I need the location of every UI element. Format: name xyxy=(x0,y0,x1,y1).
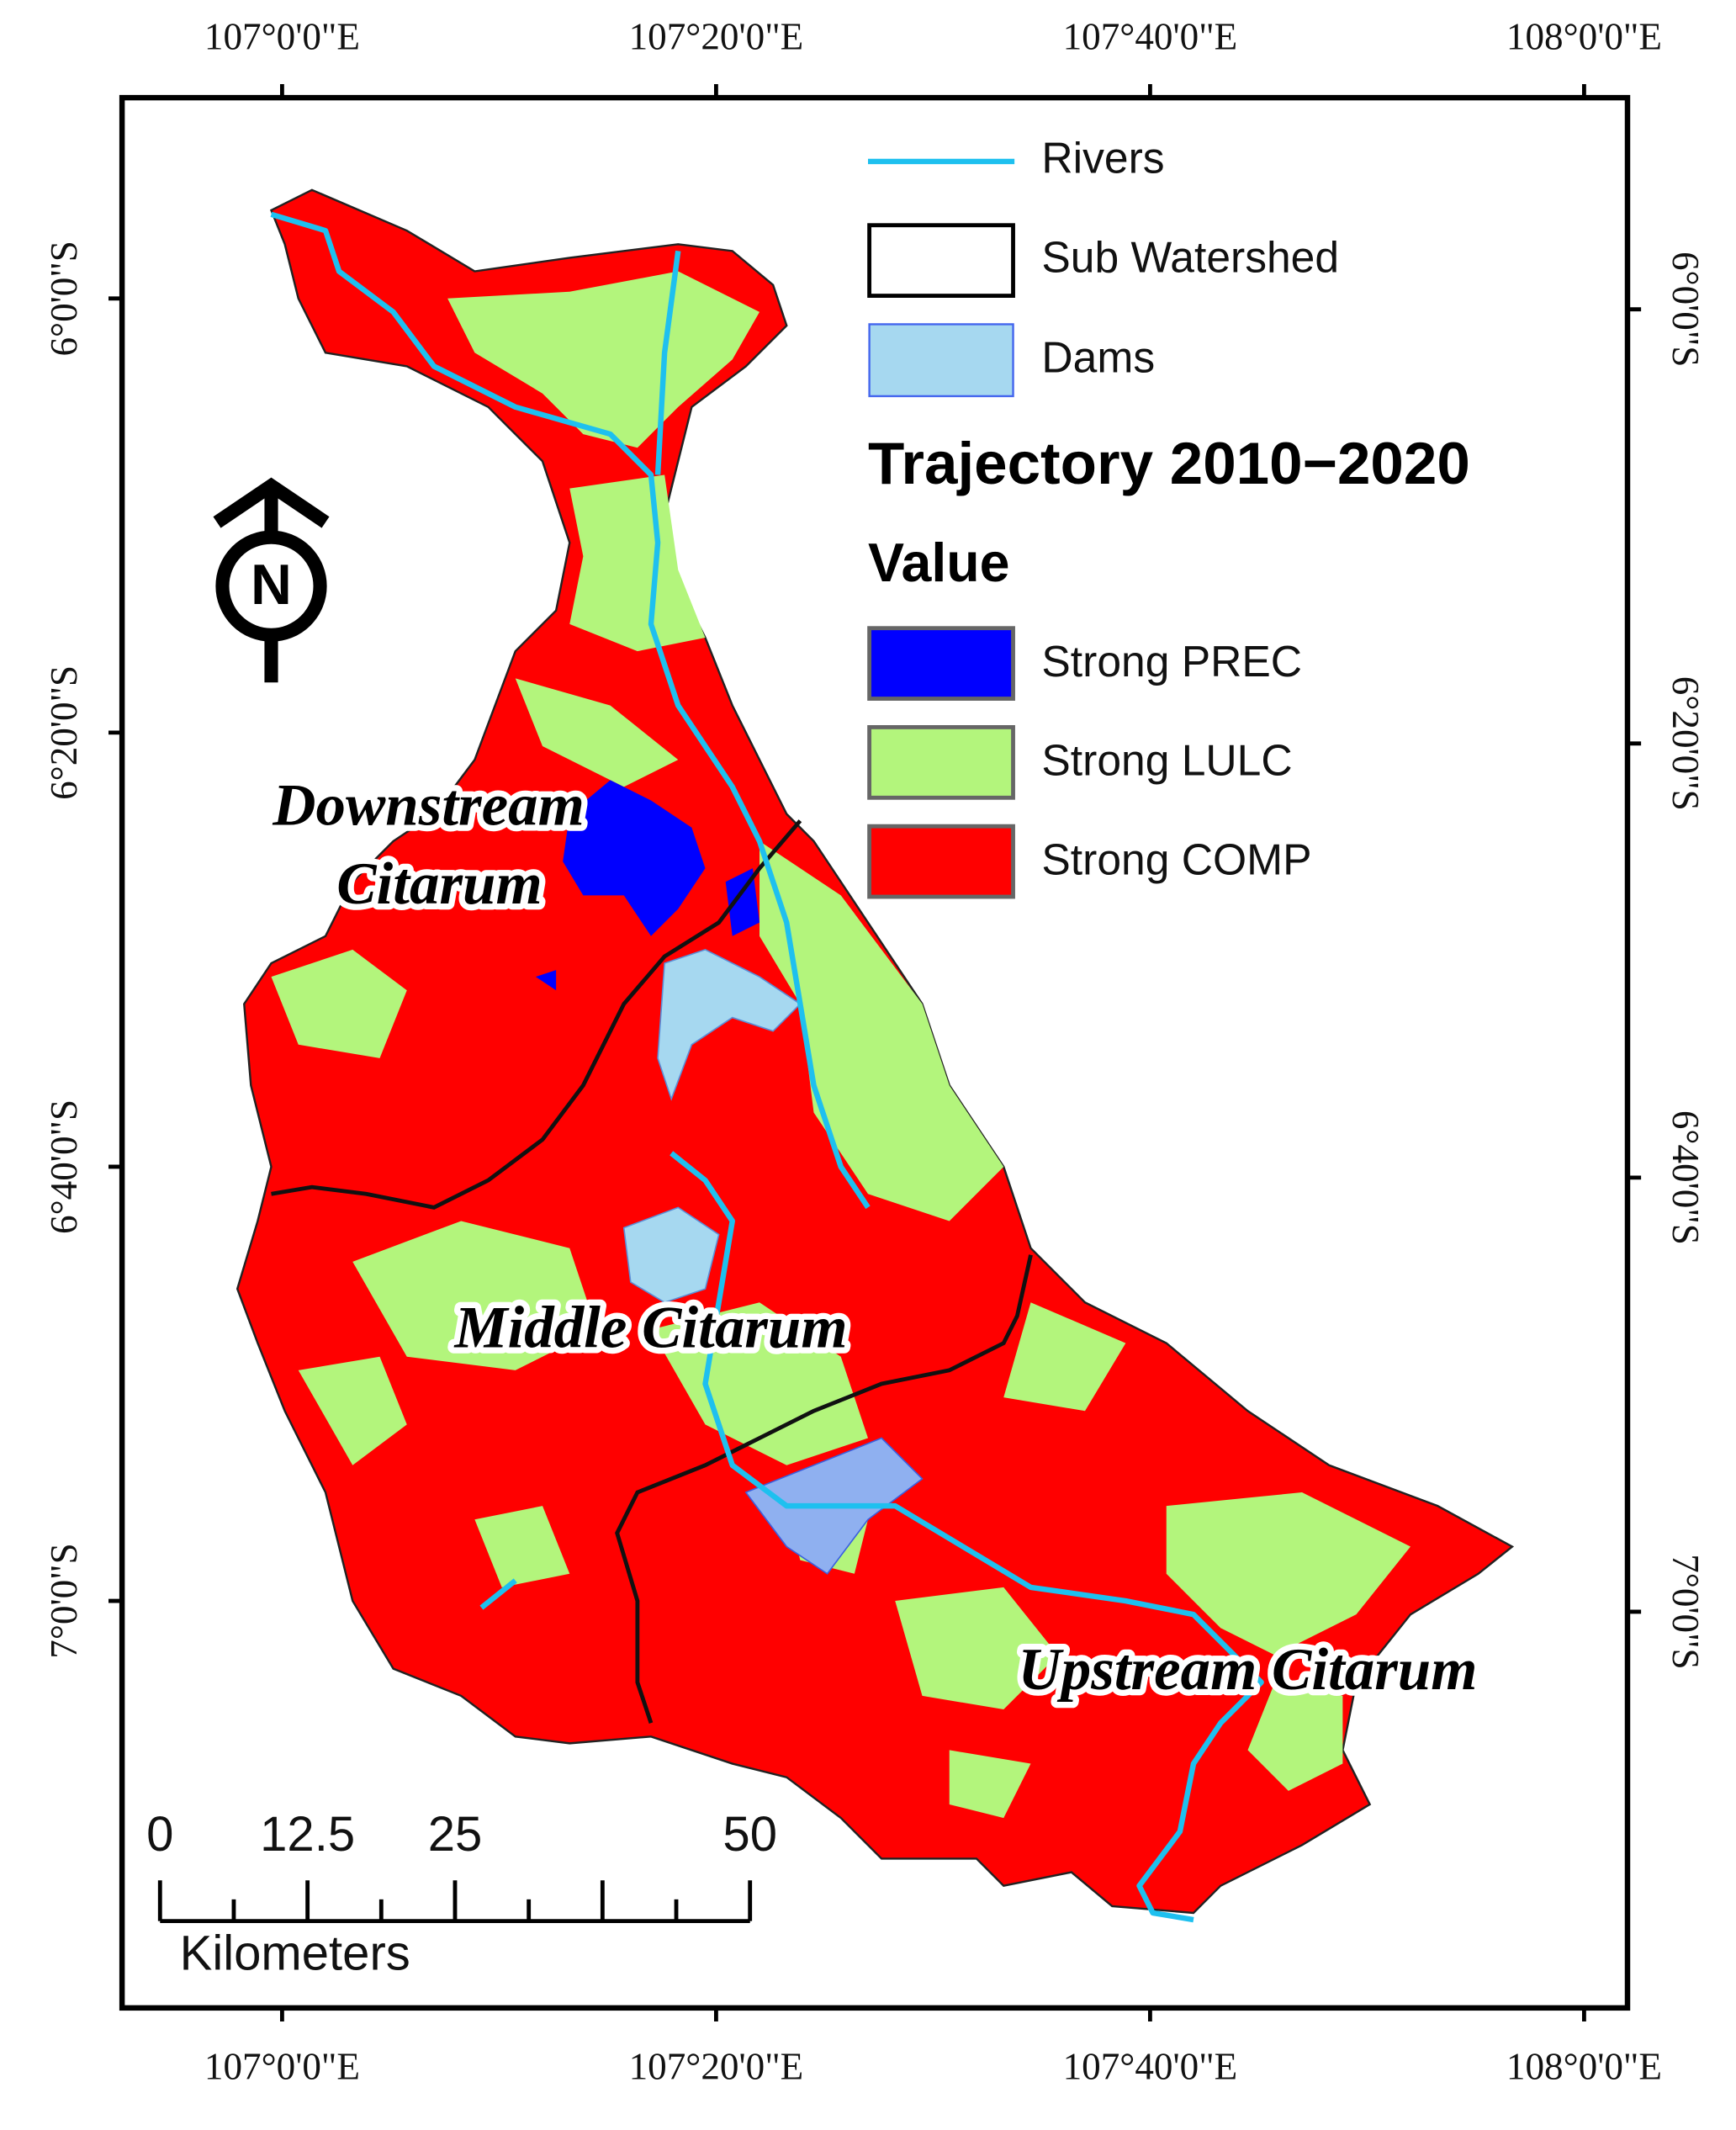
legend-label: Strong PREC xyxy=(1041,637,1302,686)
graticule-label: 7°0'0"S xyxy=(43,1543,85,1658)
scale-bar xyxy=(157,1880,753,1924)
legend-subwatershed-symbol xyxy=(867,223,1015,298)
legend-swatch xyxy=(867,725,1015,800)
scale-bar-unit: Kilometers xyxy=(180,1926,410,1981)
scale-bar-label: 0 xyxy=(146,1807,173,1862)
map-body xyxy=(236,188,1515,1923)
legend-swatch xyxy=(867,824,1015,899)
graticule-label: 107°40'0"E xyxy=(1063,16,1238,58)
graticule-label: 107°0'0"E xyxy=(204,16,360,58)
graticule-label: 6°20'0"S xyxy=(1665,676,1707,811)
dam xyxy=(622,1206,720,1304)
region-label: Upstream Citarum xyxy=(1019,1637,1478,1703)
graticule-label: 6°20'0"S xyxy=(43,665,85,800)
legend-swatch xyxy=(867,626,1015,701)
graticule-label: 107°20'0"E xyxy=(629,16,804,58)
north-arrow: N xyxy=(213,477,330,683)
region-label: Downstream xyxy=(272,773,585,839)
legend-value-heading: Value xyxy=(868,532,1010,593)
region-label: Citarum xyxy=(336,851,542,917)
legend-label: Sub Watershed xyxy=(1041,232,1339,281)
graticule-label: 107°0'0"E xyxy=(204,2045,360,2087)
prec-patches xyxy=(535,780,760,991)
graticule-label: 108°0'0"E xyxy=(1506,2045,1662,2087)
scale-bar-label: 50 xyxy=(722,1807,777,1862)
graticule-label: 107°40'0"E xyxy=(1063,2045,1238,2087)
graticule-label: 7°0'0"S xyxy=(1665,1554,1707,1669)
river xyxy=(270,211,1264,1923)
sub-watershed-boundary xyxy=(271,819,1033,1724)
graticule-label: 107°20'0"E xyxy=(629,2045,804,2087)
legend-label: Rivers xyxy=(1041,134,1164,183)
dam xyxy=(657,949,802,1101)
scale-bar-label: 12.5 xyxy=(260,1807,355,1862)
graticule-label: 108°0'0"E xyxy=(1506,16,1662,58)
legend-label: Strong LULC xyxy=(1041,736,1292,785)
scale-bar-label: 25 xyxy=(428,1807,483,1862)
legend-dam-symbol xyxy=(868,323,1014,398)
region-label: Middle Citarum xyxy=(453,1295,847,1360)
legend-title: Trajectory 2010−2020 xyxy=(868,431,1470,497)
north-label: N xyxy=(251,554,292,617)
map-frame xyxy=(119,94,1631,2011)
graticule-label: 6°40'0"S xyxy=(1665,1110,1707,1245)
graticule-label: 6°0'0"S xyxy=(43,241,85,356)
legend-label: Strong COMP xyxy=(1041,835,1311,883)
graticule-label: 6°40'0"S xyxy=(43,1099,85,1234)
legend-label: Dams xyxy=(1041,333,1155,382)
graticule-label: 6°0'0"S xyxy=(1665,252,1707,367)
